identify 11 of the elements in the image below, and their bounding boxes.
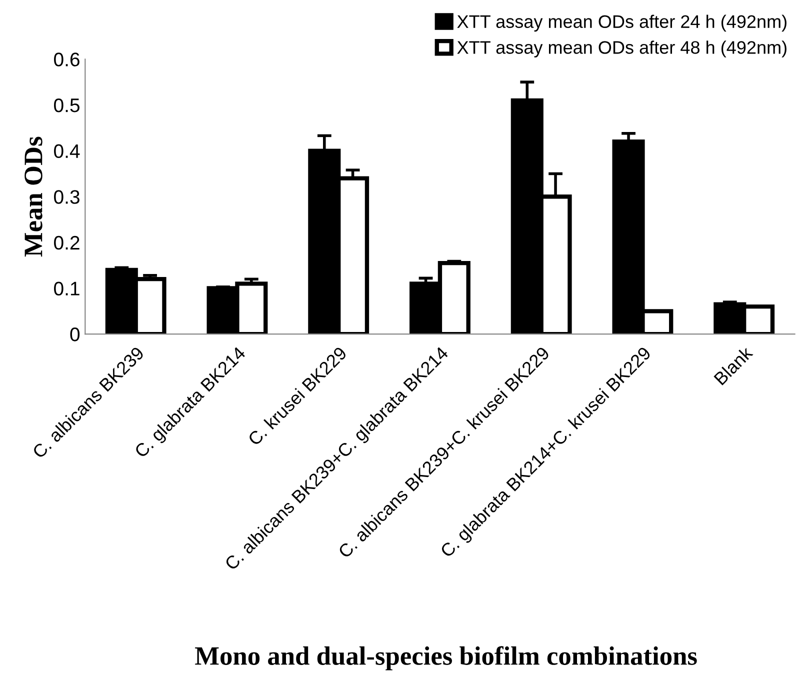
legend-label: XTT assay mean ODs after 48 h (492nm) bbox=[457, 40, 786, 58]
y-axis-title: Mean ODs bbox=[24, 136, 42, 257]
y-tick-label: 0.4 bbox=[54, 144, 80, 158]
y-tick-label: 0 bbox=[70, 328, 80, 342]
y-tick-label: 0.6 bbox=[54, 52, 80, 66]
y-tick-label: 0.2 bbox=[54, 236, 80, 250]
y-tick-label: 0.5 bbox=[54, 98, 80, 112]
legend-label: XTT assay mean ODs after 24 h (492nm) bbox=[457, 14, 786, 32]
y-tick-label: 0.3 bbox=[54, 190, 80, 204]
y-tick-label: 0.1 bbox=[54, 282, 80, 296]
x-axis-title: Mono and dual-species biofilm combinations bbox=[195, 646, 697, 670]
